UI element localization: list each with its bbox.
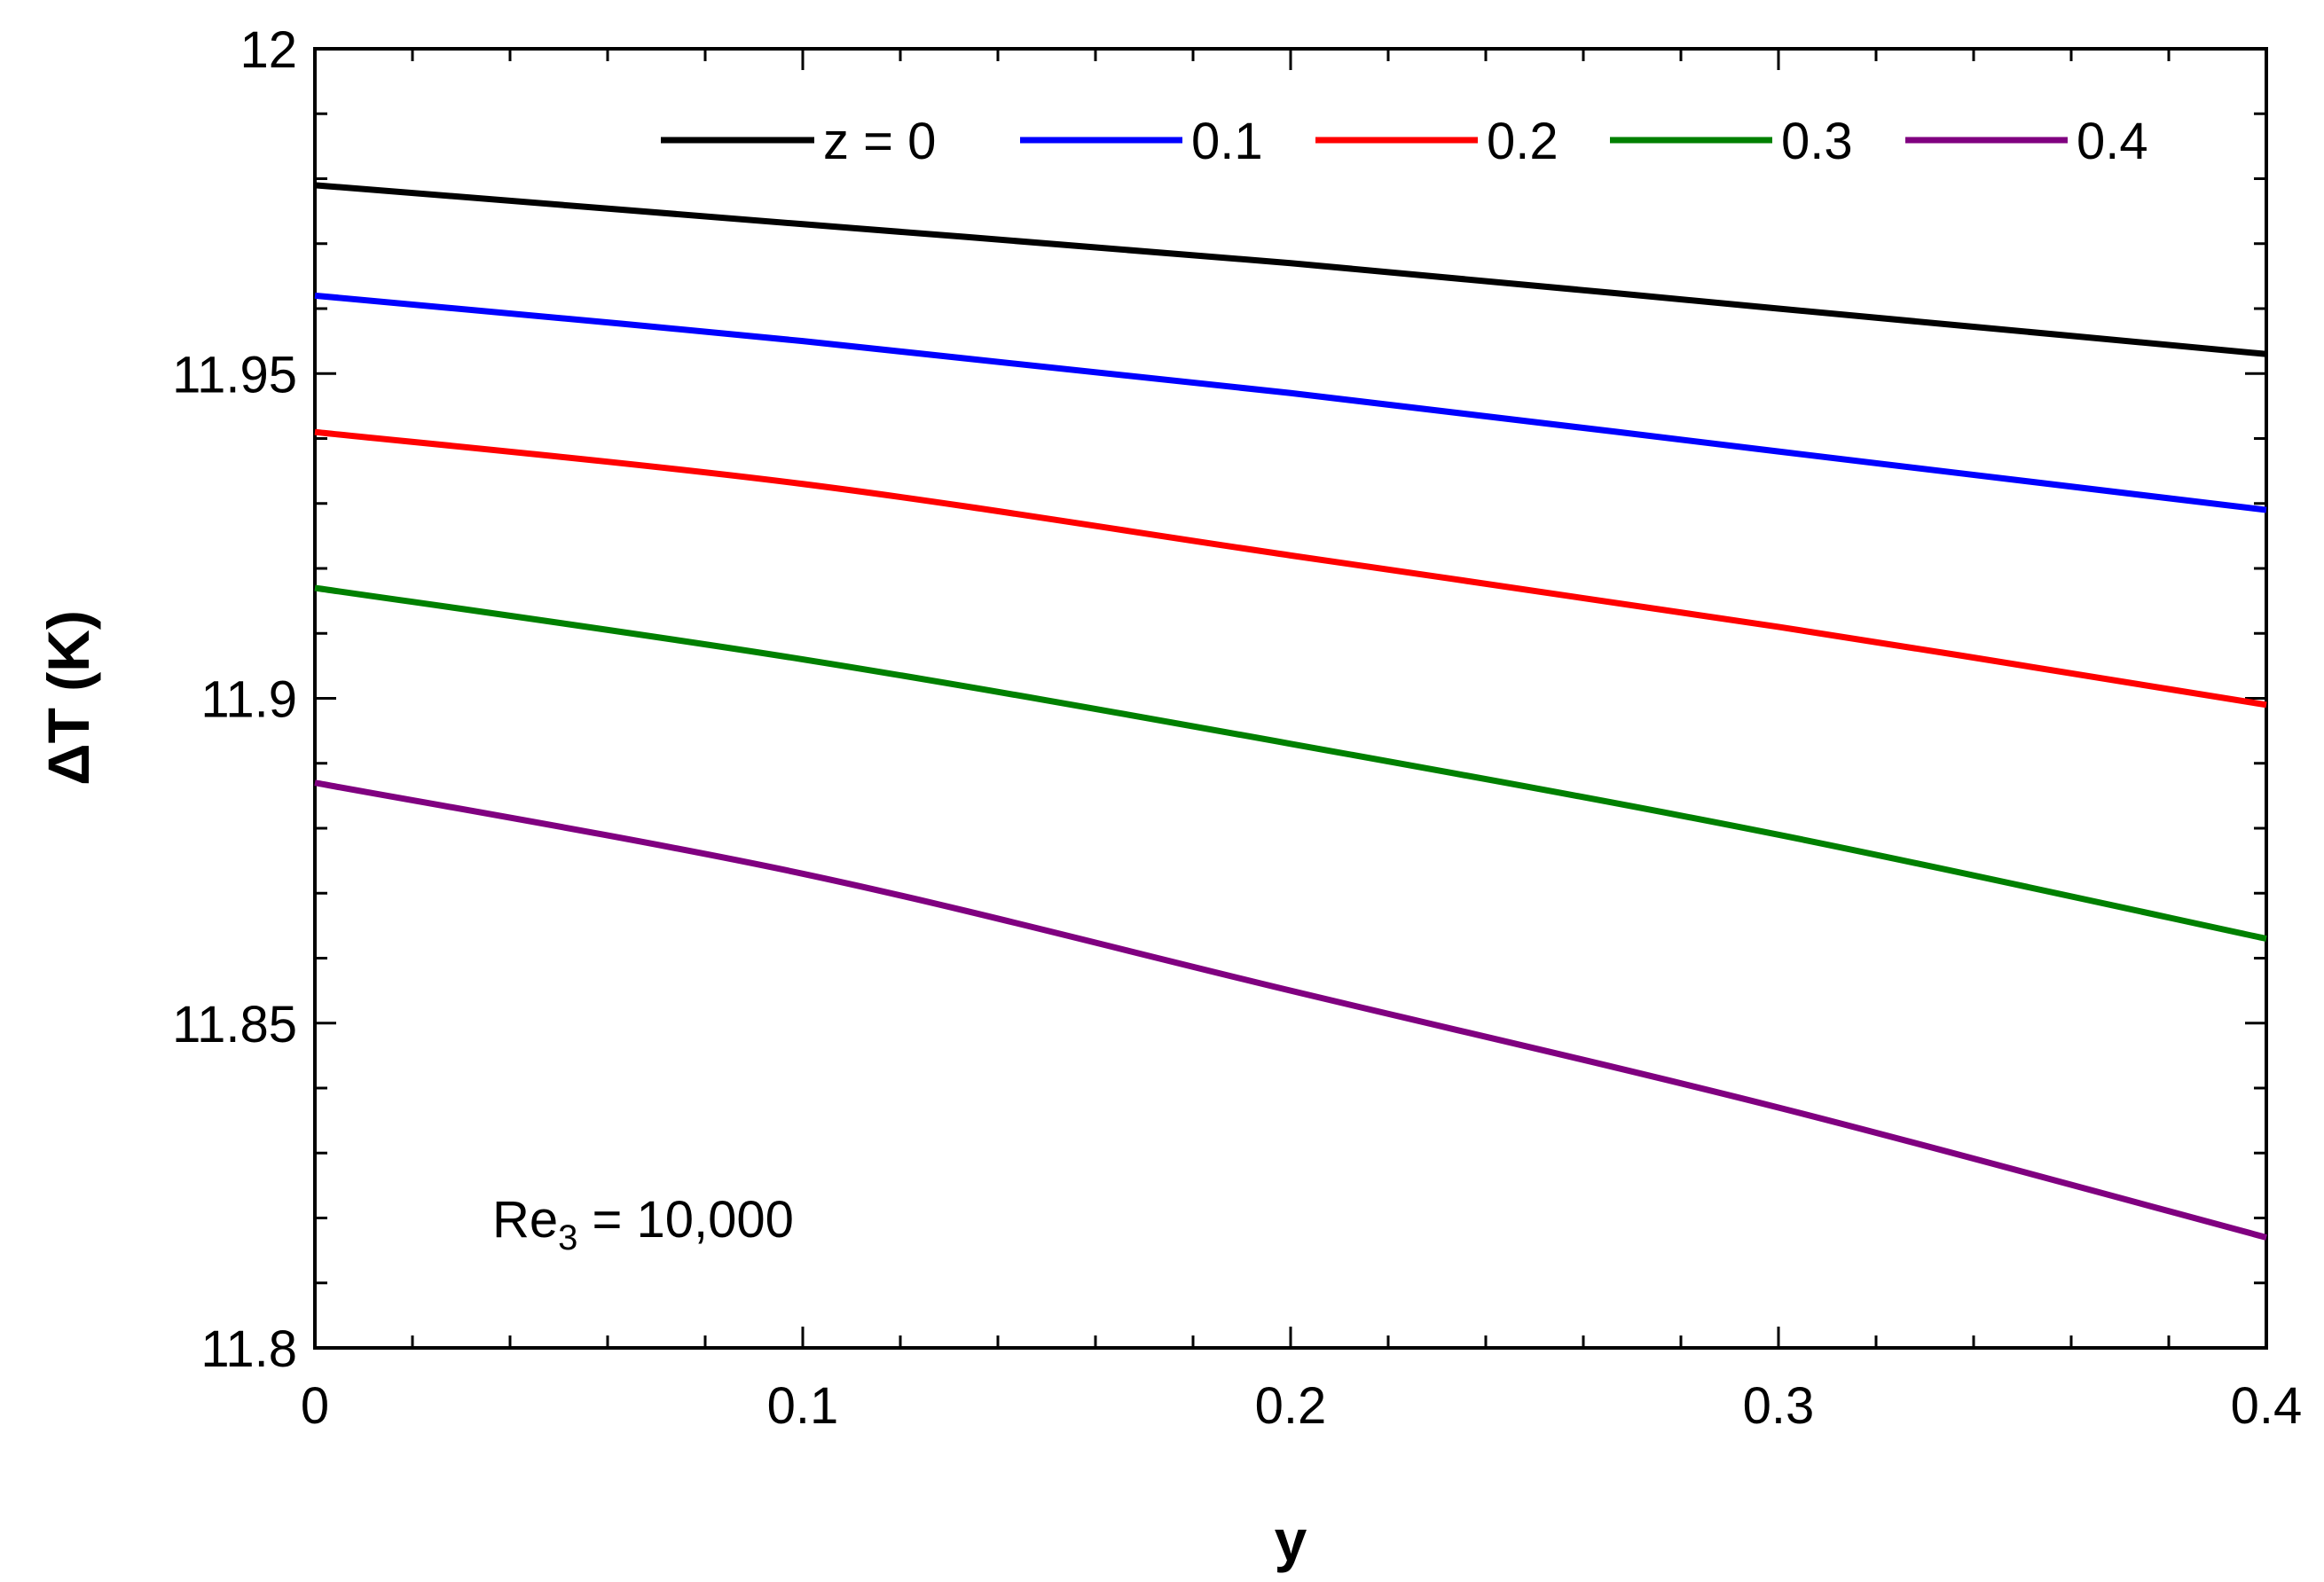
- series-line-2: [314, 428, 2267, 709]
- y-axis-title: ΔT (K): [35, 610, 101, 786]
- x-tick-label: 0.3: [1743, 1377, 1815, 1435]
- major-ticks: [313, 47, 2268, 1350]
- y-tick-labels: 11.8 11.85 11.9 11.95 12: [172, 21, 297, 1378]
- legend-label-4: 0.4: [2077, 113, 2148, 170]
- reynolds-annotation: Re3 = 10,000: [492, 1191, 794, 1257]
- x-tick-label: 0.1: [767, 1377, 839, 1435]
- legend-label-1: 0.1: [1191, 113, 1263, 170]
- x-tick-labels: 0 0.1 0.2 0.3 0.4: [301, 1377, 2302, 1435]
- y-tick-label: 11.9: [200, 671, 297, 729]
- legend-label-3: 0.3: [1781, 113, 1853, 170]
- y-tick-label: 11.95: [172, 346, 297, 403]
- series-line-0: [314, 182, 2267, 357]
- x-axis-title: y: [1275, 1508, 1307, 1573]
- series-line-1: [314, 292, 2267, 513]
- x-tick-label: 0: [301, 1377, 329, 1435]
- x-tick-label: 0.4: [2231, 1377, 2303, 1435]
- legend: z = 0 0.1 0.2 0.3 0.4: [661, 113, 2148, 170]
- y-tick-label: 12: [239, 21, 297, 79]
- series-line-3: [314, 584, 2267, 942]
- y-tick-label: 11.8: [200, 1320, 297, 1378]
- minor-ticks: [315, 49, 2266, 1348]
- series-lines: [314, 182, 2267, 1241]
- annotation-value: = 10,000: [577, 1191, 794, 1249]
- annotation-subscript: 3: [558, 1218, 577, 1257]
- y-tick-label: 11.85: [172, 996, 297, 1053]
- series-line-4: [314, 779, 2267, 1241]
- legend-label-0: z = 0: [823, 113, 936, 170]
- annotation-main: Re: [492, 1191, 558, 1249]
- plot-frame: [313, 47, 2268, 1350]
- legend-label-2: 0.2: [1487, 113, 1558, 170]
- x-tick-label: 0.2: [1255, 1377, 1327, 1435]
